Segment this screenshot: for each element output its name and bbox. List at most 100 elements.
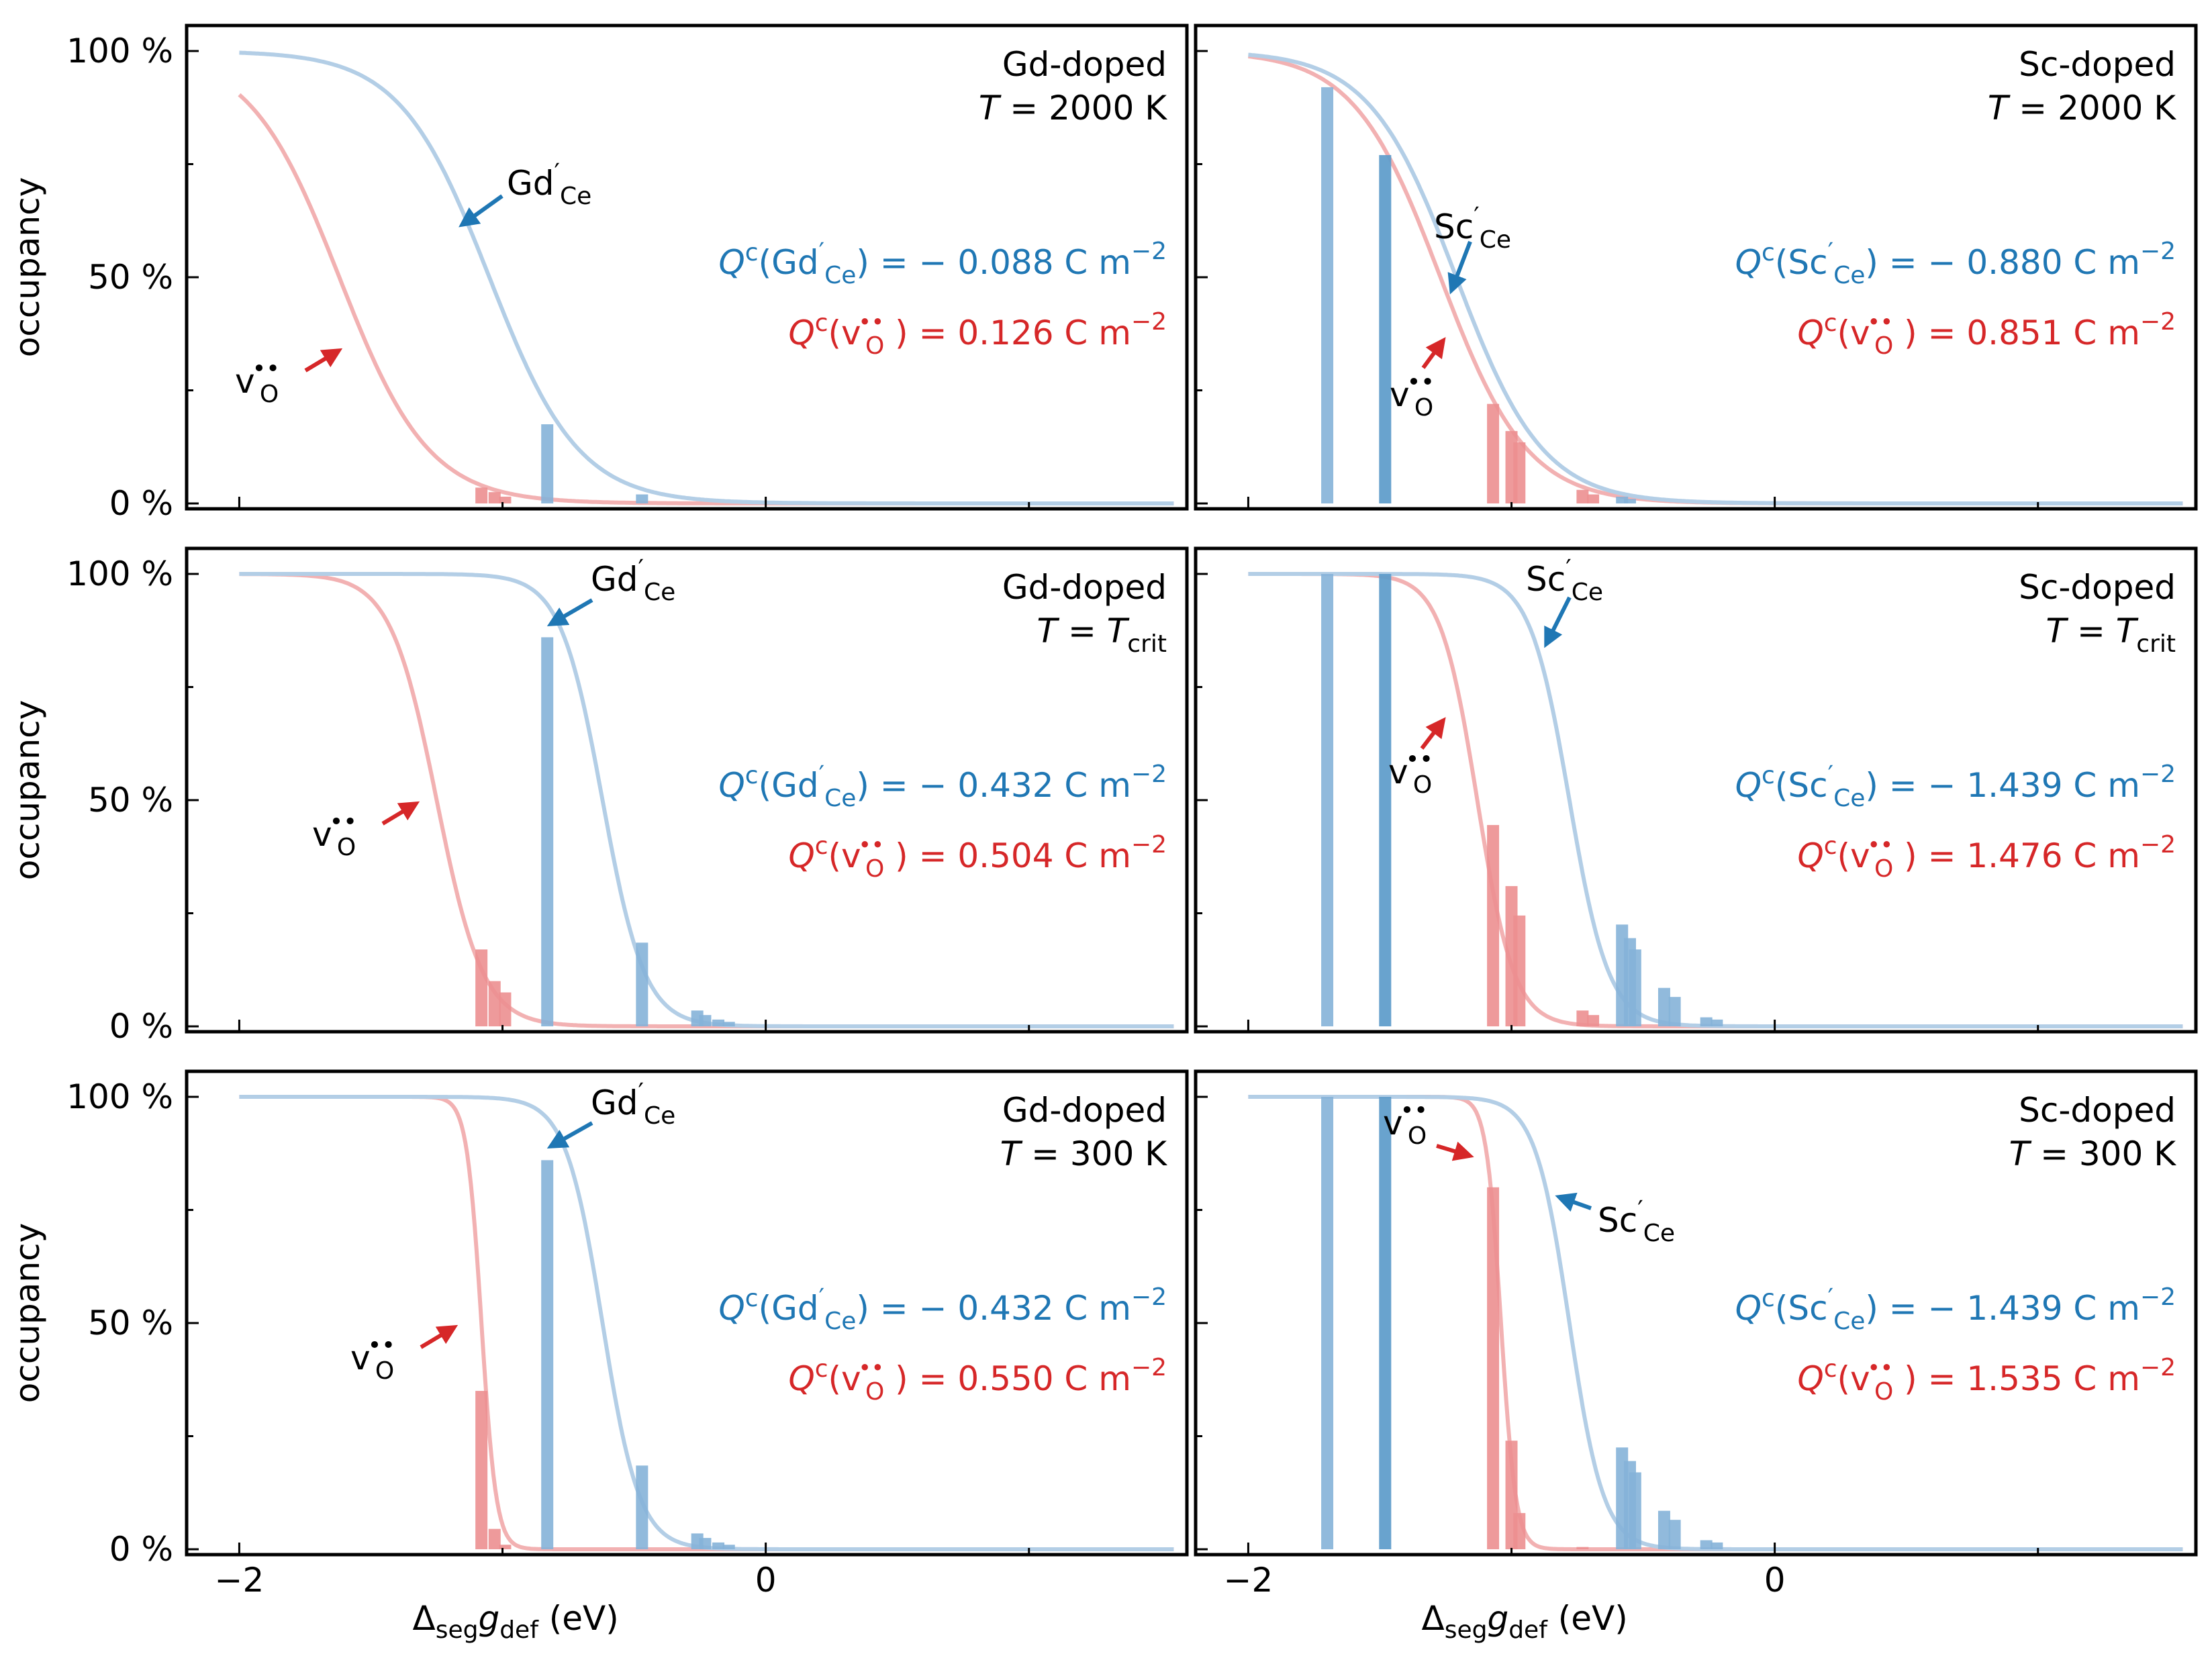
y-tick-label: 0 % [109,484,173,523]
x-axis-label-unit: (eV) [538,1599,619,1638]
vacancy-species-label-symbol: v [350,1338,371,1377]
dopant-species-label: Gd′Ce [591,1077,675,1130]
vacancy-charge-label-Q-sup: c [815,832,828,860]
dopant-bar-2 [1379,1097,1392,1549]
dopant-bar-5 [1629,949,1641,1026]
dopant-charge-label-Q: Q [1735,766,1762,805]
dopant-species-label-sub: Ce [1572,579,1603,606]
vacancy-charge-label-species: v [841,313,861,352]
dopant-bar-6 [1657,987,1670,1026]
vacancy-charge-label-unit: C m [2063,313,2140,352]
temperature-equals: = [2066,612,2116,650]
vacancy-charge-label-value: 0.504 [957,836,1053,875]
vacancy-charge-label-exp: −2 [1131,831,1167,859]
dopant-charge-label-unit: C m [1054,243,1131,282]
vacancy-arrow [381,801,420,826]
axes-frame [1194,546,2198,1034]
dopant-species-label-symbol: Gd [591,1083,638,1122]
dopant-charge-label-species-sub: Ce [824,1308,856,1335]
vacancy-bar-1 [1487,403,1500,503]
vacancy-bar-1 [475,1391,488,1549]
vacancy-charge-label-Q-sup: c [1824,309,1837,337]
dopant-bar-2 [636,942,648,1026]
dopant-bar-6 [722,1022,735,1026]
x-axis-label-delta: Δ [1421,1599,1444,1638]
vacancy-charge-label-species-sup: •• [859,832,884,858]
dopant-charge-label-exp: −2 [1131,238,1167,265]
dopant-bar-1 [1321,87,1334,504]
x-axis-label-unit: (eV) [1547,1599,1628,1638]
vacancy-bar-3 [1513,1513,1526,1549]
temperature-label: T = Tcrit [1037,612,1167,658]
vacancy-charge-label-Q-sup: c [815,309,828,337]
dopant-arrow [1544,596,1572,648]
panel-5: 0 % 50 % 100 % occupancy Gd-doped T = 300 K Qc… [8,1069,1189,1644]
dopant-charge-label-species-sup: ′ [819,237,825,266]
dopant-charge-label-value: − 1.439 [1928,1289,2063,1328]
dopant-bar-1 [1321,1097,1334,1549]
dopant-charge-label-species: Sc [1788,1289,1827,1328]
dopant-charge-label-unit: C m [2063,243,2140,282]
dopant-charge-label-exp: −2 [2140,761,2176,788]
temperature-value: 300 K [1070,1134,1167,1173]
dopant-species-label-symbol: Sc [1598,1201,1637,1240]
dopant-charge-label: Qc(Sc′Ce) = − 0.880 C m−2 [1735,237,2176,289]
dopant-species-label: Sc′Ce [1598,1195,1675,1247]
dopant-bar-7 [1668,997,1681,1026]
vacancy-charge-label-open: ( [828,1359,841,1398]
vacancy-charge-label-close: ) = [884,1359,957,1398]
x-axis-label-seg: seg [436,1616,479,1644]
dopant-charge-label: Qc(Sc′Ce) = − 1.439 C m−2 [1735,1283,2176,1335]
vacancy-species-label-sub: O [260,381,279,408]
x-tick-label: 0 [755,1561,777,1600]
dopant-charge-label-Q-sup: c [745,239,759,266]
vacancy-charge-label-close: ) = [884,836,957,875]
dopant-charge-label-close: ) = [1865,766,1927,805]
x-axis-label-delta: Δ [412,1599,435,1638]
vacancy-charge-label-exp: −2 [1131,1354,1167,1381]
y-axis-label: occupancy [8,700,47,880]
vacancy-charge-label-species: v [1850,836,1870,875]
dopant-species-label-prime: ′ [554,158,560,187]
y-axis-label: occupancy [8,177,47,357]
vacancy-species-label: v•• O [350,1332,395,1385]
dopant-charge-label-species-sub: Ce [1833,1308,1865,1335]
dopant-charge-label-species-sup: ′ [1828,1283,1834,1312]
vacancy-charge-label: Qc(v•• O ) = 1.476 C m−2 [1797,831,2176,883]
dopant-charge-label-value: − 0.432 [919,1289,1054,1328]
dopant-charge-label: Qc(Gd′Ce) = − 0.432 C m−2 [718,760,1167,812]
dopant-charge-label-exp: −2 [2140,1283,2176,1311]
dopant-charge-label-value: − 1.439 [1928,766,2063,805]
vacancy-charge-label-unit: C m [1054,1359,1131,1398]
dopant-arrow [1555,1192,1592,1212]
vacancy-bar-1 [1487,1187,1500,1549]
vacancy-bar-1 [1487,825,1500,1026]
dopant-charge-label-species: Gd [771,1289,818,1328]
y-tick-label: 50 % [88,781,173,820]
y-tick-label: 0 % [109,1530,173,1569]
dopant-charge-label-close: ) = [856,243,918,282]
vacancy-species-label-dots: •• [1406,746,1433,773]
vacancy-charge-label-open: ( [828,836,841,875]
system-label: Gd-doped [1002,1091,1167,1130]
temperature-label: T = 300 K [2009,1134,2177,1173]
dopant-bar-1 [541,424,554,503]
dopant-species-label-sub: Ce [1643,1220,1675,1247]
dopant-bar-overlap-2 [1379,574,1392,1026]
dopant-charge-label-Q-sup: c [745,1285,759,1312]
vacancy-charge-label-species: v [841,1359,861,1398]
temperature-value: 300 K [2079,1134,2176,1173]
temperature-symbol: T [2009,1134,2032,1173]
dopant-charge-label-close: ) = [1865,1289,1927,1328]
vacancy-species-label-symbol: v [1383,1104,1403,1142]
vacancy-species-label: v•• O [1383,1098,1428,1150]
system-label: Sc-doped [2019,45,2176,84]
temperature-label: T = 2000 K [979,89,1167,128]
dopant-species-label-prime: ′ [1637,1195,1643,1224]
vacancy-species-label-sub: O [1413,771,1432,799]
dopant-charge-label-species-sub: Ce [824,785,856,812]
